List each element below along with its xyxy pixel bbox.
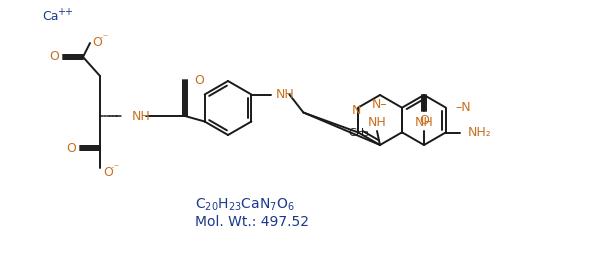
Text: Ca: Ca [42,10,59,23]
Text: Mol. Wt.: 497.52: Mol. Wt.: 497.52 [195,215,309,229]
Text: –N: –N [456,101,471,114]
Text: ++: ++ [57,7,73,17]
Text: O: O [92,35,102,49]
Text: CH₃: CH₃ [348,128,369,138]
Text: O: O [194,74,204,86]
Text: C$_{20}$H$_{23}$CaN$_7$O$_6$: C$_{20}$H$_{23}$CaN$_7$O$_6$ [195,197,295,213]
Text: NH: NH [132,110,151,122]
Text: O: O [419,114,429,127]
Text: NH: NH [368,116,386,129]
Text: N: N [352,104,361,117]
Text: ·⁻: ·⁻ [100,33,109,43]
Text: NH₂: NH₂ [467,126,491,139]
Text: O: O [103,165,113,179]
Text: O: O [66,141,76,155]
Text: O: O [49,50,59,63]
Text: NH: NH [275,88,294,101]
Text: ·⁻: ·⁻ [111,163,121,173]
Text: NH: NH [415,116,433,129]
Text: N–: N– [372,98,388,111]
